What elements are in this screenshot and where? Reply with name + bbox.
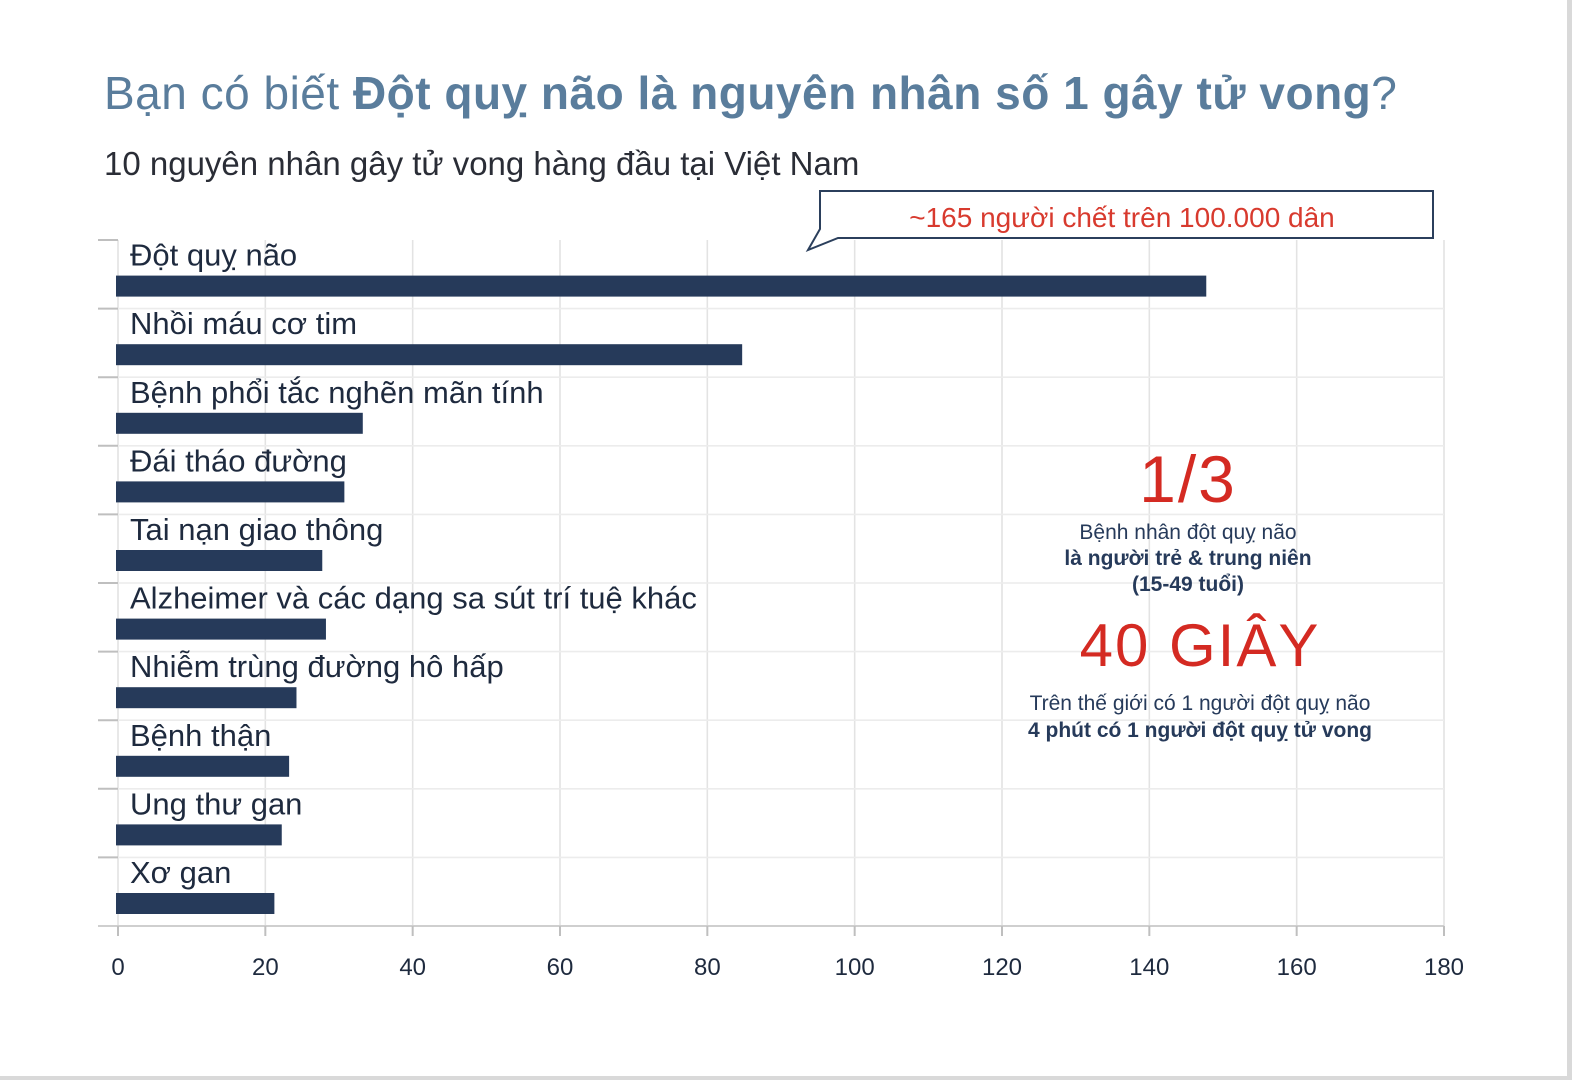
right-edge-strip (1567, 0, 1572, 1080)
bar (116, 893, 275, 914)
x-tick-label: 140 (1129, 954, 1169, 981)
bar (116, 481, 345, 503)
category-label: Bệnh phổi tắc nghẽn mãn tính (130, 375, 544, 410)
stat-stroke-frequency: 40 GIÂY Trên thế giới có 1 người đột quỵ… (980, 616, 1420, 744)
chart-bars (116, 275, 1207, 914)
stat-seconds-value: 40 GIÂY (1079, 612, 1321, 679)
category-label: Nhiễm trùng đường hô hấp (130, 649, 504, 684)
category-label: Xơ gan (130, 855, 231, 890)
category-label: Alzheimer và các dạng sa sút trí tuệ khá… (130, 581, 697, 616)
stat-fraction-line2: là người trẻ & trung niên (1064, 547, 1312, 570)
stat-young-patients: 1/3 Bệnh nhân đột quỵ não là người trẻ &… (988, 446, 1388, 598)
bar (116, 618, 326, 640)
bar (116, 344, 743, 366)
category-label: Tai nạn giao thông (130, 512, 383, 547)
x-tick-label: 0 (111, 954, 124, 981)
category-label: Nhồi máu cơ tim (130, 306, 357, 341)
callout-text: ~165 người chết trên 100.000 dân (909, 202, 1335, 233)
page-title: Bạn có biết Đột quỵ não là nguyên nhân s… (104, 66, 1544, 120)
bar (116, 755, 290, 777)
chart-x-ticks: 0 20 40 60 80 100 120 140 160 180 (111, 954, 1464, 981)
x-tick-label: 120 (982, 954, 1022, 981)
title-emphasis: Đột quỵ não là nguyên nhân số 1 gây tử v… (352, 67, 1372, 119)
bottom-edge-strip (0, 1076, 1572, 1080)
bar (116, 275, 1207, 297)
stat-fraction-line1: Bệnh nhân đột quỵ não (1079, 521, 1297, 544)
callout: ~165 người chết trên 100.000 dân (805, 190, 1434, 252)
bar (116, 412, 363, 434)
title-suffix: ? (1371, 67, 1398, 119)
x-tick-label: 20 (252, 954, 279, 981)
x-tick-label: 60 (547, 954, 574, 981)
bar (116, 824, 282, 846)
bar (116, 687, 297, 709)
category-label: Ung thư gan (130, 786, 302, 821)
callout-box (805, 190, 1434, 252)
category-label: Đột quỵ não (130, 238, 297, 273)
stat-seconds-line2: 4 phút có 1 người đột quỵ tử vong (1028, 719, 1372, 742)
category-label: Đái tháo đường (130, 443, 347, 478)
x-tick-label: 80 (694, 954, 721, 981)
chart-subtitle: 10 nguyên nhân gây tử vong hàng đầu tại … (104, 145, 860, 182)
x-tick-label: 180 (1424, 954, 1464, 981)
bar (116, 550, 323, 571)
category-label: Bệnh thận (130, 718, 271, 753)
stat-seconds-line1: Trên thế giới có 1 người đột quỵ não (1029, 692, 1371, 715)
x-tick-label: 100 (835, 954, 875, 981)
x-tick-label: 40 (399, 954, 426, 981)
stat-fraction-value: 1/3 (1139, 442, 1237, 516)
stat-fraction-line3: (15-49 tuổi) (1131, 573, 1244, 596)
title-prefix: Bạn có biết (104, 67, 353, 119)
x-tick-label: 160 (1277, 954, 1317, 981)
chart-category-labels: Đột quỵ não Nhồi máu cơ tim Bệnh phổi tắc … (130, 238, 697, 890)
